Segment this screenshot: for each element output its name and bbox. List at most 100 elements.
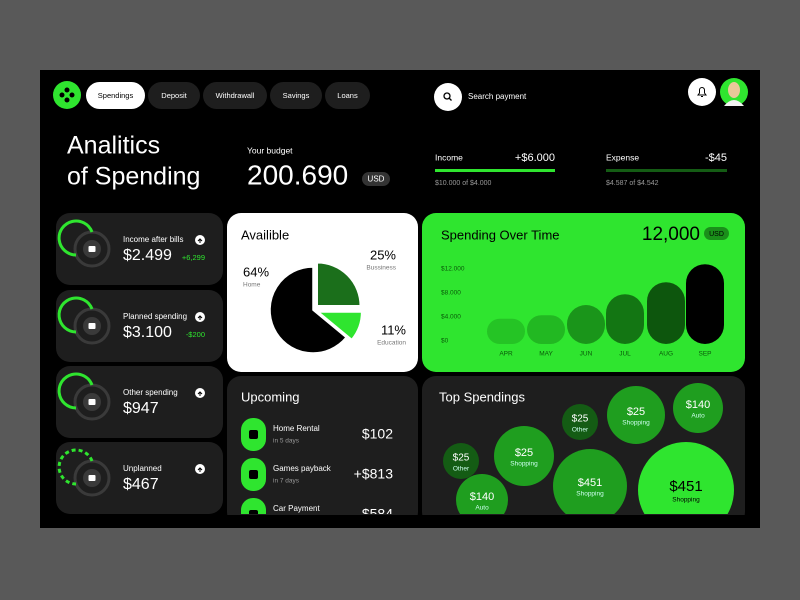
item-due: in 7 days [273, 478, 300, 485]
nav-tab-label[interactable]: Spendings [98, 91, 134, 100]
nav-tab[interactable] [148, 82, 200, 109]
income-note: $10.000 of $4.000 [435, 180, 492, 187]
item-amount[interactable]: +$813 [354, 466, 394, 482]
x-tick-label: AUG [659, 351, 673, 358]
avatar-body [724, 100, 744, 106]
bubble-value: $451 [669, 478, 702, 495]
search-button[interactable] [434, 83, 462, 111]
nav-tab-label[interactable]: Withdrawall [216, 91, 255, 100]
pie-slice [269, 266, 348, 354]
bar [527, 315, 565, 344]
card-action-arrow [197, 315, 203, 320]
bar [647, 282, 685, 344]
card-change: -$200 [186, 330, 205, 339]
item-amount[interactable]: $584 [362, 506, 393, 522]
pie-value-label: 25% [370, 247, 396, 262]
pie-slice [316, 262, 361, 307]
x-tick-label: JUL [619, 351, 631, 358]
pie-value-label: 64% [243, 264, 269, 279]
bubble-category: Shopping [576, 491, 604, 498]
x-tick-label: APR [499, 351, 513, 358]
frame-bottom [40, 515, 760, 528]
bar [567, 305, 605, 344]
total-value: 12,000 [642, 224, 700, 245]
bubble-value: $140 [470, 491, 494, 503]
bubble-category: Other [453, 466, 470, 473]
x-tick-label: JUN [580, 351, 593, 358]
page-title: of Spending [67, 163, 200, 191]
card-label: Unplanned [123, 464, 162, 473]
bubble-category: Shopping [622, 420, 650, 427]
y-tick-label: $8.000 [441, 290, 461, 297]
expense-note: $4.587 of $4.542 [606, 180, 659, 187]
bubble-category: Other [572, 427, 589, 434]
currency: USD [368, 175, 385, 184]
avatar-face [728, 82, 740, 98]
pie-category-label: Bussiness [366, 265, 396, 272]
income-value: +$6.000 [515, 152, 555, 164]
bubble [673, 383, 723, 433]
nav-tab[interactable] [86, 82, 145, 109]
nav-tab-label[interactable]: Loans [337, 91, 358, 100]
notifications-button[interactable] [688, 78, 716, 106]
nav-tab-label[interactable]: Deposit [161, 91, 187, 100]
summary-card [56, 442, 223, 514]
item-name: Home Rental [273, 424, 320, 433]
budget-value: 200.690 [247, 159, 348, 190]
currency-pill [704, 227, 729, 240]
search-label[interactable]: Search payment [468, 92, 527, 101]
card-action-arrow [197, 467, 203, 472]
currency-pill [362, 172, 390, 186]
bubble [562, 404, 598, 440]
ring-glyph [88, 246, 96, 252]
card-change: +6,299 [182, 253, 205, 262]
bubble-category: Shopping [672, 497, 700, 504]
logo[interactable] [53, 81, 81, 109]
x-tick-label: SEP [698, 351, 711, 358]
nav-tab-label[interactable]: Savings [283, 91, 310, 100]
item-amount[interactable]: $102 [362, 426, 393, 442]
nav-tab[interactable] [270, 82, 322, 109]
y-tick-label: $12.000 [441, 266, 465, 273]
pie-category-label: Education [377, 340, 406, 347]
bar [686, 264, 724, 344]
item-name: Car Payment [273, 504, 320, 513]
ring-glyph [88, 323, 96, 329]
bubble [607, 386, 665, 444]
ring-glyph [88, 475, 96, 481]
bubble [456, 474, 508, 514]
bubble-value: $25 [572, 414, 589, 425]
bubble-value: $25 [453, 453, 470, 464]
bubble-area: $25 Other $25 Shopping $140 Auto $25 Other $25 Sh… [443, 383, 734, 514]
item-name: Games payback [273, 464, 332, 473]
x-tick-label: MAY [539, 351, 553, 358]
item-glyph [249, 470, 258, 479]
bubble-value: $25 [627, 406, 645, 418]
nav-tab[interactable] [203, 82, 267, 109]
summary-card [56, 290, 223, 362]
logo-mark [59, 87, 75, 103]
pie-category-label: Home [243, 282, 261, 289]
search-icon [443, 92, 451, 100]
expense-bar [606, 169, 727, 172]
search-icon [448, 97, 452, 101]
bubble [553, 449, 627, 514]
card-title: Availible [241, 227, 289, 242]
bar [606, 294, 644, 344]
bubble-value: $25 [515, 447, 533, 459]
bubble-category: Auto [475, 505, 489, 512]
nav-tab[interactable] [325, 82, 370, 109]
card-value: $3.100 [123, 324, 172, 341]
bubble-value: $451 [578, 477, 602, 489]
item-glyph [249, 510, 258, 514]
card-action-arrow [197, 238, 203, 243]
ring-progress [57, 296, 94, 334]
bubble [494, 426, 554, 486]
card-label: Planned spending [123, 312, 187, 321]
bubble [443, 443, 479, 479]
bubble-value: $140 [686, 399, 710, 411]
income-bar [435, 169, 555, 172]
item-icon [241, 498, 266, 514]
